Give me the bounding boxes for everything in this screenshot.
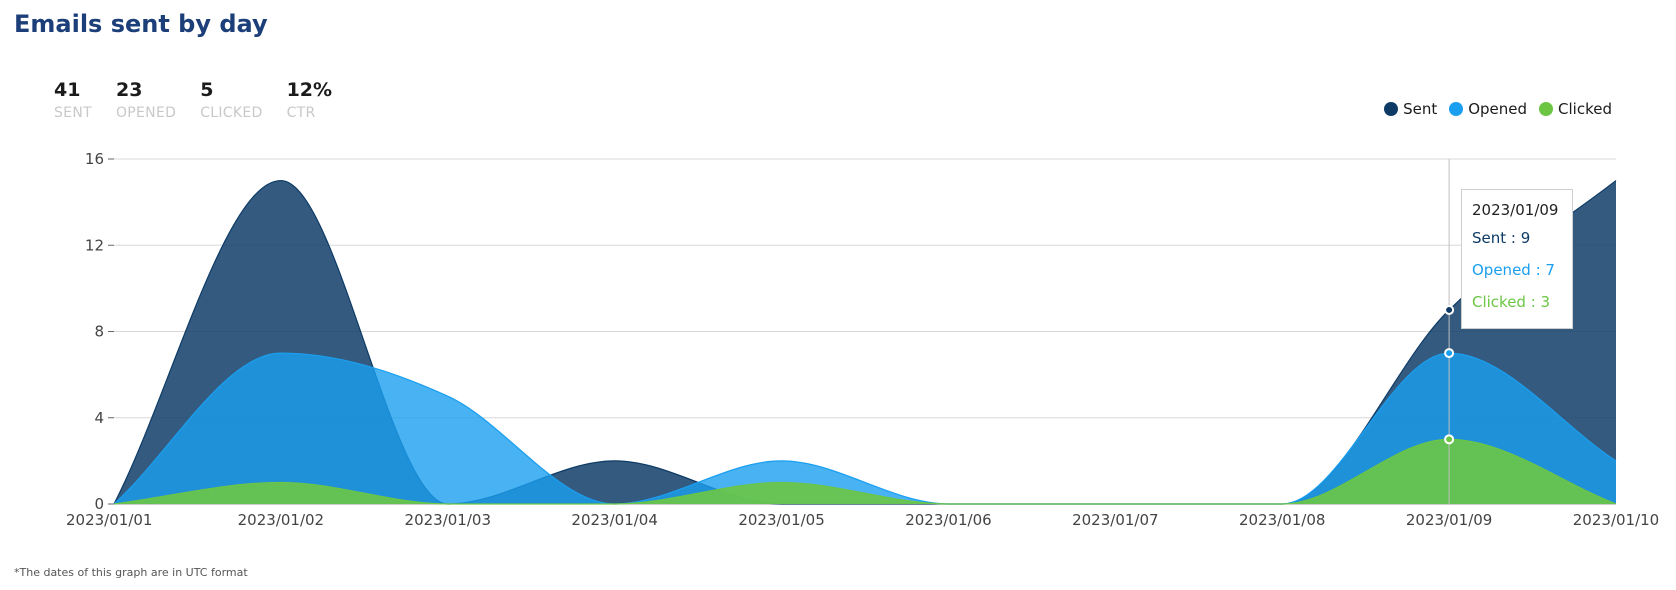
- stat-clicked: 5 CLICKED: [200, 78, 262, 122]
- stat-opened-label: OPENED: [115, 105, 177, 121]
- x-tick-label-2023-01-03: 2023/01/03: [405, 511, 491, 529]
- legend-label-opened: Opened: [1468, 100, 1528, 118]
- stat-sent-label: SENT: [54, 105, 92, 121]
- legend-label-clicked: Clicked: [1558, 100, 1612, 118]
- tooltip-date: 2023/01/09: [1472, 201, 1559, 219]
- legend-item-clicked[interactable]: Clicked: [1539, 100, 1612, 118]
- y-tick-label-16: 16: [85, 150, 104, 168]
- marker-opened: [1444, 348, 1455, 359]
- summary-stats: 41 SENT 23 OPENED 5 CLICKED 12% CTR: [54, 78, 356, 122]
- chart-tooltip: 2023/01/09 Sent : 9 Opened : 7 Clicked :…: [1461, 189, 1573, 329]
- stat-clicked-label: CLICKED: [200, 105, 263, 121]
- x-tick-label-2023-01-08: 2023/01/08: [1239, 511, 1325, 529]
- line-clicked: [113, 438, 1617, 505]
- legend-dot-clicked-icon: [1539, 102, 1554, 116]
- stat-sent-value: 41: [54, 79, 81, 101]
- line-opened: [113, 352, 1617, 505]
- footnote: *The dates of this graph are in UTC form…: [14, 566, 248, 579]
- tooltip-clicked: Clicked : 3: [1472, 293, 1551, 311]
- legend-dot-sent-icon: [1384, 102, 1399, 116]
- x-tick-label-2023-01-01: 2023/01/01: [66, 511, 152, 529]
- stat-ctr-label: CTR: [286, 105, 316, 121]
- marker-clicked: [1444, 434, 1455, 445]
- x-tick-label-2023-01-07: 2023/01/07: [1072, 511, 1158, 529]
- x-tick-label-2023-01-04: 2023/01/04: [571, 511, 657, 529]
- area-opened: [114, 353, 1616, 504]
- stat-ctr-value: 12%: [286, 79, 333, 101]
- y-tick-label-4: 4: [94, 409, 104, 427]
- x-tick-label-2023-01-06: 2023/01/06: [905, 511, 991, 529]
- y-tick-label-8: 8: [94, 323, 104, 341]
- tooltip-opened: Opened : 7: [1472, 261, 1555, 279]
- legend-dot-opened-icon: [1449, 102, 1464, 116]
- chart-title: Emails sent by day: [14, 10, 268, 38]
- area-clicked: [114, 439, 1616, 504]
- legend-item-sent[interactable]: Sent: [1384, 100, 1437, 118]
- chart-legend: Sent Opened Clicked: [1372, 100, 1612, 118]
- x-tick-label-2023-01-09: 2023/01/09: [1406, 511, 1492, 529]
- stat-ctr: 12% CTR: [287, 78, 332, 122]
- y-tick-label-0: 0: [94, 495, 104, 513]
- x-tick-label-2023-01-10: 2023/01/10: [1573, 511, 1659, 529]
- legend-label-sent: Sent: [1403, 100, 1438, 118]
- tooltip-sent: Sent : 9: [1472, 229, 1531, 247]
- stat-clicked-value: 5: [200, 79, 214, 101]
- x-tick-label-2023-01-02: 2023/01/02: [238, 511, 324, 529]
- legend-item-opened[interactable]: Opened: [1449, 100, 1527, 118]
- stat-sent: 41 SENT: [54, 78, 92, 122]
- marker-sent: [1444, 304, 1455, 315]
- y-tick-label-12: 12: [85, 236, 104, 254]
- x-tick-label-2023-01-05: 2023/01/05: [738, 511, 824, 529]
- stat-opened: 23 OPENED: [116, 78, 176, 122]
- stat-opened-value: 23: [115, 79, 143, 101]
